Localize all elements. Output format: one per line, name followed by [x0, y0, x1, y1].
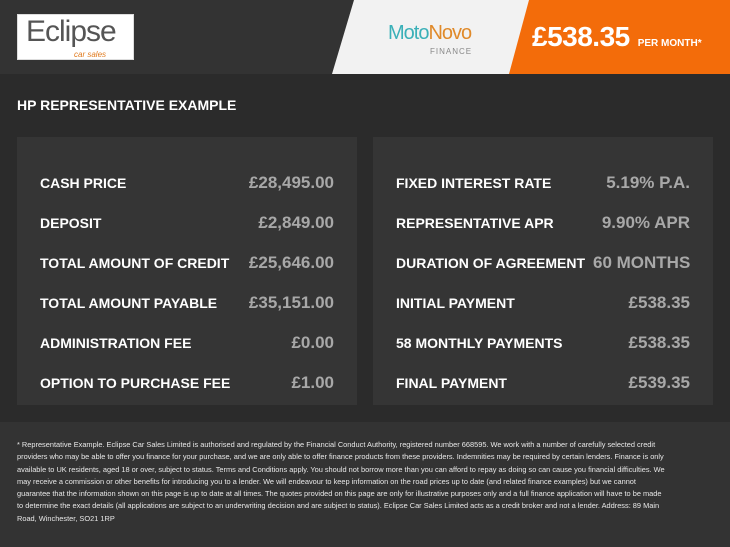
eclipse-logo[interactable]: Eclipse car sales: [17, 14, 134, 60]
finance-row: TOTAL AMOUNT PAYABLE £35,151.00: [17, 283, 357, 323]
lender-section: [332, 0, 532, 74]
finance-row: REPRESENTATIVE APR 9.90% APR: [373, 203, 713, 243]
row-label: OPTION TO PURCHASE FEE: [40, 375, 231, 391]
row-value: £539.35: [628, 373, 690, 392]
disclaimer-section: * Representative Example. Eclipse Car Sa…: [0, 422, 730, 547]
per-month-label: PER MONTH*: [637, 38, 702, 49]
row-value: £28,495.00: [248, 173, 334, 192]
row-label: REPRESENTATIVE APR: [396, 215, 554, 231]
finance-row: FIXED INTEREST RATE 5.19% P.A.: [373, 163, 713, 203]
row-label: TOTAL AMOUNT PAYABLE: [40, 295, 218, 311]
row-value: £2,849.00: [258, 213, 334, 232]
row-label: 58 MONTHLY PAYMENTS: [396, 335, 563, 351]
finance-row: TOTAL AMOUNT OF CREDIT £25,646.00: [17, 243, 357, 283]
row-value: £35,151.00: [248, 293, 334, 312]
row-label: DURATION OF AGREEMENT: [396, 255, 585, 271]
finance-row: 58 MONTHLY PAYMENTS £538.35: [373, 323, 713, 363]
price-box: £538.35 PER MONTH*: [532, 0, 702, 74]
row-value: £0.00: [291, 333, 334, 352]
page-title: HP REPRESENTATIVE EXAMPLE: [17, 97, 237, 113]
finance-row: OPTION TO PURCHASE FEE £1.00: [17, 363, 357, 403]
row-value: 60 MONTHS: [593, 253, 691, 272]
row-value: £1.00: [291, 373, 334, 392]
row-value: £538.35: [628, 333, 690, 352]
finance-row: CASH PRICE £28,495.00: [17, 163, 357, 203]
price-section: [509, 0, 730, 74]
row-value: £538.35: [628, 293, 690, 312]
row-label: CASH PRICE: [40, 175, 127, 191]
row-value: £25,646.00: [248, 253, 334, 272]
row-label: INITIAL PAYMENT: [396, 295, 515, 311]
motonovo-finance-text: FINANCE: [430, 47, 473, 56]
row-value: 9.90% APR: [601, 213, 690, 232]
row-label: FINAL PAYMENT: [396, 375, 507, 391]
disclaimer-text: * Representative Example. Eclipse Car Sa…: [17, 440, 665, 523]
row-label: DEPOSIT: [40, 215, 102, 231]
left-panel: CASH PRICE £28,495.00 DEPOSIT £2,849.00 TOTA…: [17, 137, 357, 405]
row-label: FIXED INTEREST RATE: [396, 175, 552, 191]
finance-row: FINAL PAYMENT £539.35: [373, 363, 713, 403]
finance-row: DEPOSIT £2,849.00: [17, 203, 357, 243]
monthly-price: £538.35: [532, 21, 630, 52]
finance-row: INITIAL PAYMENT £538.35: [373, 283, 713, 323]
finance-row: ADMINISTRATION FEE £0.00: [17, 323, 357, 363]
row-label: ADMINISTRATION FEE: [40, 335, 192, 351]
row-label: TOTAL AMOUNT OF CREDIT: [40, 255, 230, 271]
motonovo-logo: MotoNovo: [388, 22, 472, 44]
row-value: 5.19% P.A.: [606, 173, 690, 192]
finance-row: DURATION OF AGREEMENT 60 MONTHS: [373, 243, 713, 283]
right-panel: FIXED INTEREST RATE 5.19% P.A. REPRESENTAT…: [373, 137, 713, 405]
